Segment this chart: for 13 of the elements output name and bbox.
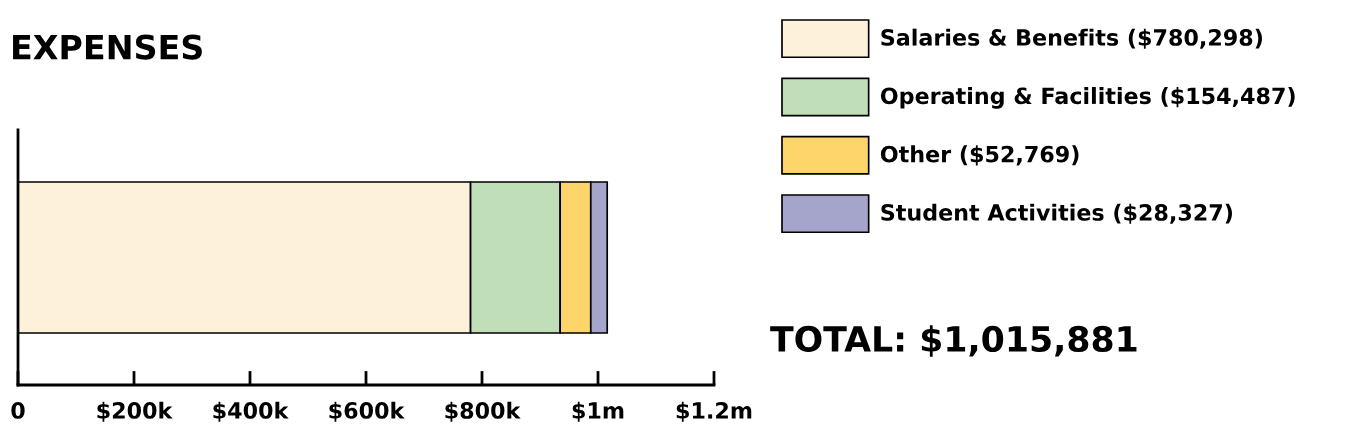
- x-tick-label: $1.2m: [676, 401, 752, 422]
- x-tick-label: $200k: [97, 401, 173, 422]
- text: TOTAL: $1,015,881: [770, 325, 1137, 357]
- legend-label: Salaries & Benefits ($780,298): [881, 28, 1262, 49]
- legend-label: Student Activities ($28,327): [881, 203, 1232, 224]
- legend-label: Operating & Facilities ($154,487): [880, 87, 1295, 109]
- x-tick-label: $600k: [329, 401, 405, 422]
- x-tick-label: 0: [11, 402, 25, 419]
- legend-label: Other ($52,769): [880, 145, 1079, 166]
- x-tick-label: $1m: [572, 401, 624, 422]
- chart-title: EXPENSES: [13, 34, 202, 60]
- x-tick-label: $400k: [213, 401, 289, 422]
- x-tick-label: $800k: [445, 401, 521, 422]
